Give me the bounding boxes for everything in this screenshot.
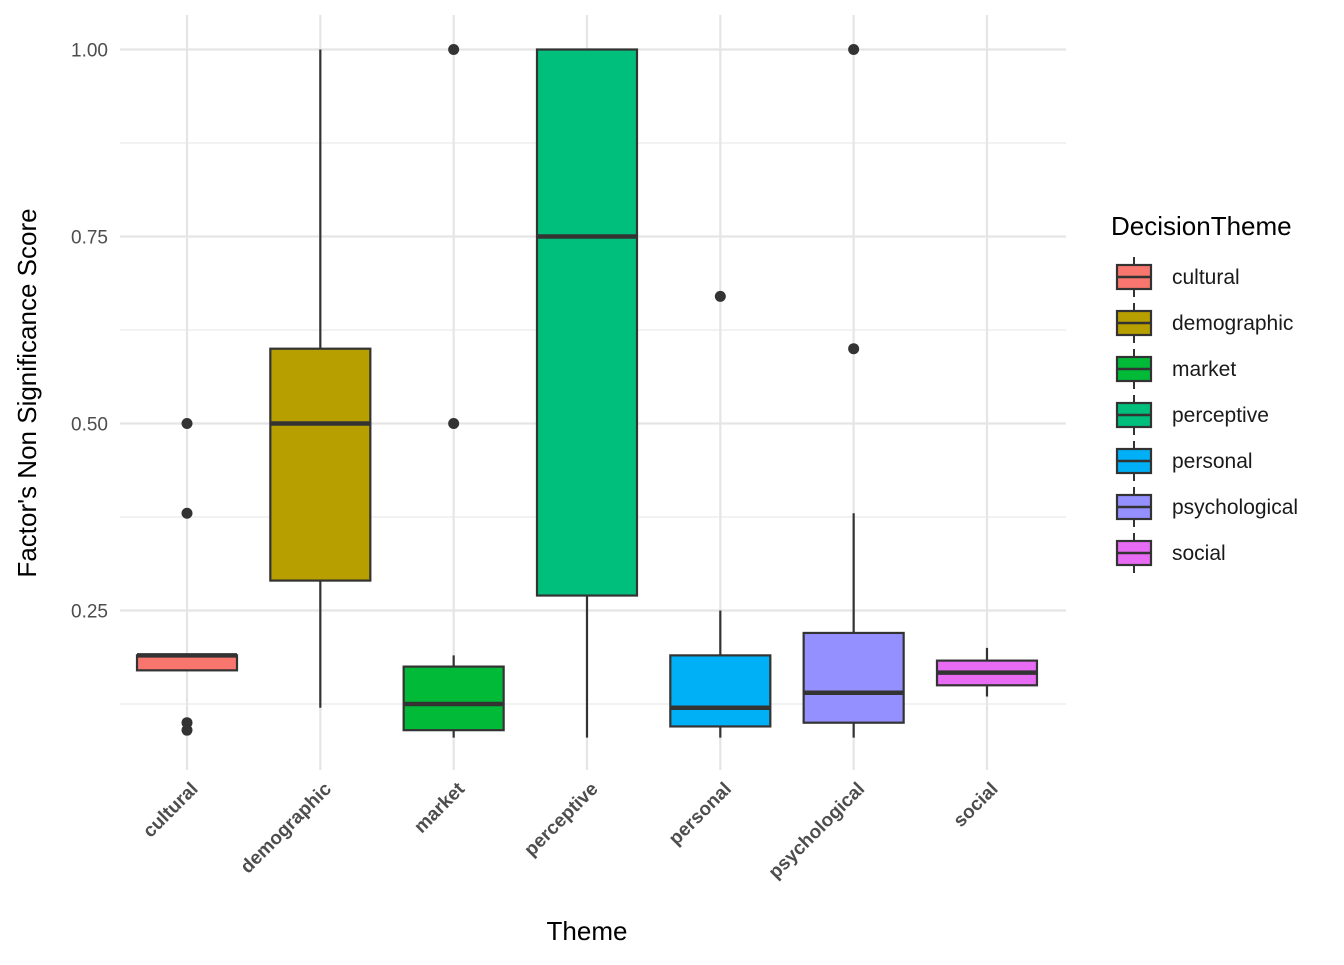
x-tick-label: demographic	[237, 778, 337, 878]
box-perceptive	[535, 48, 639, 738]
outlier-point	[848, 44, 860, 55]
box-social	[935, 647, 1039, 697]
x-tick-label: psychological	[765, 779, 869, 883]
box-personal	[669, 290, 772, 738]
x-tick-label: market	[410, 778, 469, 837]
y-tick-label: 0.25	[71, 602, 108, 623]
x-tick-label: perceptive	[520, 779, 602, 861]
box-market	[402, 44, 505, 738]
box-rect	[269, 347, 372, 582]
outlier-point	[181, 418, 193, 429]
legend-label: social	[1172, 542, 1226, 565]
y-tick-label: 0.50	[71, 415, 108, 436]
legend-item-psychological: psychological	[1115, 487, 1298, 527]
box-rect	[669, 654, 772, 728]
legend-label: demographic	[1172, 312, 1293, 335]
box-cultural	[135, 418, 239, 736]
box-psychological	[802, 44, 905, 738]
legend-label: psychological	[1172, 496, 1298, 519]
x-tick-label: personal	[665, 779, 736, 850]
legend-title: DecisionTheme	[1111, 211, 1292, 241]
outlier-point	[848, 343, 860, 355]
y-tick-label: 0.75	[71, 228, 108, 249]
y-tick-label: 1.00	[71, 41, 108, 62]
outlier-point	[714, 290, 726, 302]
legend-item-cultural: cultural	[1115, 257, 1240, 297]
x-axis-title: Theme	[547, 916, 628, 946]
boxes	[135, 44, 1039, 738]
x-tick-labels: cultural demographic market perceptive perso…	[139, 778, 1002, 883]
box-rect	[402, 665, 505, 732]
legend-item-personal: personal	[1115, 441, 1253, 481]
box-rect	[535, 48, 639, 597]
legend-label: perceptive	[1172, 404, 1269, 427]
y-axis-title: Factor's Non Significance Score	[12, 208, 42, 577]
legend-item-perceptive: perceptive	[1115, 395, 1269, 435]
outlier-point	[448, 44, 460, 55]
legend: DecisionTheme cultural demographic market p…	[1111, 211, 1298, 573]
outlier-point	[181, 724, 193, 736]
y-tick-labels: 0.25 0.50 0.75 1.00	[71, 41, 108, 623]
legend-label: market	[1172, 358, 1236, 381]
x-tick-label: cultural	[139, 779, 202, 842]
legend-item-demographic: demographic	[1115, 303, 1293, 343]
box-rect	[802, 631, 905, 724]
legend-label: personal	[1172, 450, 1253, 473]
outlier-point	[448, 418, 460, 429]
legend-item-social: social	[1115, 533, 1226, 573]
box-demographic	[269, 49, 372, 708]
outlier-point	[181, 507, 193, 519]
legend-item-market: market	[1115, 349, 1236, 389]
legend-label: cultural	[1172, 266, 1240, 289]
x-tick-label: social	[950, 779, 1003, 832]
